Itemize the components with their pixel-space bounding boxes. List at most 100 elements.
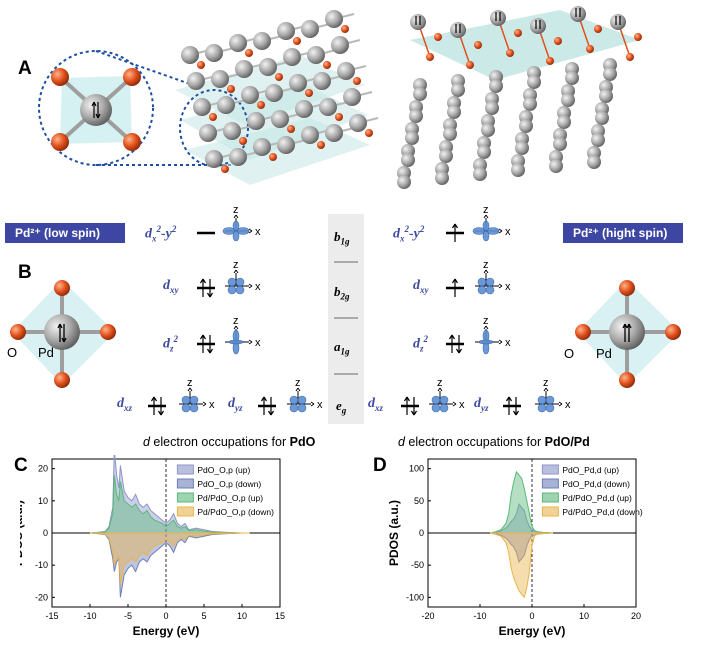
caption-right: d electron occupations for PdO/Pd xyxy=(398,435,590,449)
o-atom xyxy=(353,77,361,85)
pd-atom xyxy=(325,10,343,28)
axis-x-label: x xyxy=(505,226,511,238)
pd-atom xyxy=(561,93,575,107)
legend-swatch xyxy=(541,478,559,489)
legend-label: PdO_Pd,d (up) xyxy=(562,465,619,475)
pd-atom xyxy=(211,70,229,88)
orbital-right-dyz: dyz xyxy=(474,396,489,413)
spin-down-arrow xyxy=(157,397,165,416)
y-tick-label: 100 xyxy=(409,464,424,474)
orbital-left-dxz: dxz xyxy=(117,396,133,413)
pd-atom xyxy=(199,124,217,142)
axis-z-label: z xyxy=(233,315,239,327)
axis-x-label: x xyxy=(255,281,261,293)
pd-atom xyxy=(481,123,495,137)
o-atom xyxy=(209,113,217,121)
zoom-inset xyxy=(38,50,232,166)
axis-z-label: z xyxy=(483,315,489,327)
axis-x-label: x xyxy=(505,281,511,293)
orbital-lobe xyxy=(181,403,191,413)
pdos-chart-c: -15 -10 -5 0 5 10 15 -20 -10 0 10 20 Energy (eV) PDOS… xyxy=(20,455,285,638)
legend-swatch xyxy=(176,478,194,489)
o-atom xyxy=(269,153,277,161)
orbital-lobe xyxy=(439,395,449,405)
o-atom xyxy=(594,25,602,33)
axis-z-label: z xyxy=(483,204,489,216)
sym-b2g: b2g xyxy=(334,284,350,302)
orbital-lobe xyxy=(297,403,307,413)
y-tick-label: 50 xyxy=(414,496,424,506)
orbital-lobe xyxy=(235,277,245,287)
pd-atom xyxy=(489,79,503,93)
y-axis-label: PDOS (a.u.) xyxy=(387,500,401,566)
pd-atom xyxy=(443,127,457,141)
pd-atom xyxy=(450,22,466,38)
pd-atom xyxy=(401,153,415,167)
o-atom xyxy=(554,37,562,45)
x-tick-label: -5 xyxy=(124,611,132,621)
pd-atom xyxy=(435,171,449,185)
orbital-lobe xyxy=(478,339,494,345)
pd-atom xyxy=(557,115,571,129)
panel-label-c: C xyxy=(14,455,28,476)
pd-atom xyxy=(271,110,289,128)
axis-x-label: x xyxy=(459,399,465,411)
panel-label-b: B xyxy=(18,262,32,283)
pd-atom xyxy=(527,75,541,89)
caption-left: d electron occupations for PdO xyxy=(143,435,316,449)
orbital-lobe xyxy=(545,395,555,405)
o-atom xyxy=(506,49,514,57)
orbital-lobe xyxy=(477,285,487,295)
pd-atom xyxy=(181,46,199,64)
pd-atom xyxy=(439,149,453,163)
pd-atom xyxy=(277,136,295,154)
orbital-lobe xyxy=(189,403,199,413)
orbital-right-dx2y2: dx2-y2 xyxy=(393,224,425,244)
orbital-lobe xyxy=(228,339,244,345)
spin-down-arrow xyxy=(455,335,463,354)
orbital-lobe xyxy=(482,220,490,232)
panel-a-structures xyxy=(38,6,642,189)
orbital-left-dz2: dz2 xyxy=(163,334,179,354)
pd-atom xyxy=(253,138,271,156)
pd-atom xyxy=(603,67,617,81)
pd-unit-right xyxy=(575,280,681,388)
o-atom xyxy=(227,85,235,93)
axis-z-label: z xyxy=(543,377,549,389)
spin-up-arrow xyxy=(448,334,456,353)
pd-atom xyxy=(397,175,411,189)
o-atom xyxy=(197,61,205,69)
orbital-left-dxy: dxy xyxy=(163,278,179,295)
legend-swatch xyxy=(176,464,194,475)
pd-atom xyxy=(610,14,626,30)
pd-atom xyxy=(217,96,235,114)
axis-z-label: z xyxy=(295,377,301,389)
pd-atom xyxy=(511,163,525,177)
orbital-right-dz2: dz2 xyxy=(413,334,429,354)
o-atom xyxy=(257,101,265,109)
x-axis-label: Energy (eV) xyxy=(499,624,566,638)
pd-atom xyxy=(193,98,211,116)
pd-atom xyxy=(413,87,427,101)
orbital-lobe xyxy=(431,403,441,413)
series-2-area xyxy=(89,532,250,598)
pd-atom xyxy=(473,167,487,181)
pd-unit-left xyxy=(10,280,116,388)
orbital-lobe xyxy=(289,403,299,413)
axis-z-label: z xyxy=(233,259,239,271)
series-3-area xyxy=(490,470,553,534)
atom-label-pd-right: Pd xyxy=(596,346,612,361)
pd-atom xyxy=(519,119,533,133)
legend: PdO_O,p (up) PdO_O,p (down) Pd/PdO_O,p (up… xyxy=(176,464,274,517)
legend-label: Pd/PdO_O,p (down) xyxy=(197,507,274,517)
pd-atom xyxy=(241,86,259,104)
legend-label: PdO_O,p (up) xyxy=(197,465,250,475)
spin-down-arrow xyxy=(267,397,275,416)
pd-atom xyxy=(223,122,241,140)
orbital-lobe xyxy=(439,403,449,413)
x-tick-label: 0 xyxy=(163,611,168,621)
spin-up-arrow xyxy=(505,396,513,415)
spin-up-arrow xyxy=(199,334,207,353)
orbital-lobe xyxy=(482,230,490,242)
pd-atom xyxy=(289,74,307,92)
